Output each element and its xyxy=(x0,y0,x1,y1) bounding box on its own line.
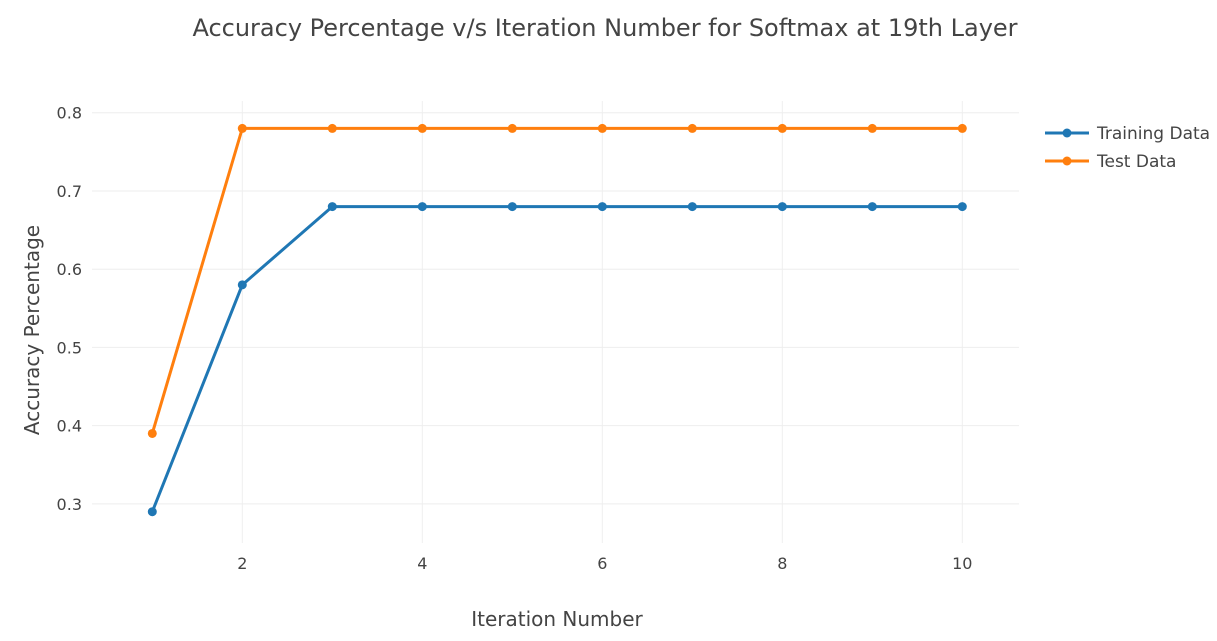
x-tick-label: 8 xyxy=(777,554,787,573)
x-tick-label: 4 xyxy=(417,554,427,573)
series-line xyxy=(150,126,963,434)
chart-title: Accuracy Percentage v/s Iteration Number… xyxy=(192,14,1017,42)
y-tick-label: 0.4 xyxy=(57,417,82,436)
data-point[interactable] xyxy=(957,123,967,133)
data-point[interactable] xyxy=(327,123,337,133)
y-tick-label: 0.3 xyxy=(57,495,82,514)
y-tick-label: 0.6 xyxy=(57,260,82,279)
data-point[interactable] xyxy=(507,123,517,133)
y-tick-label: 0.5 xyxy=(57,338,82,357)
data-point[interactable] xyxy=(147,507,157,517)
x-tick-label: 2 xyxy=(237,554,247,573)
data-point[interactable] xyxy=(777,202,787,212)
x-tick-label: 10 xyxy=(952,554,972,573)
data-point[interactable] xyxy=(327,202,337,212)
x-axis-title: Iteration Number xyxy=(471,607,643,631)
legend-swatch-marker xyxy=(1062,128,1072,138)
legend[interactable]: Training Data Test Data xyxy=(1045,124,1210,172)
data-point[interactable] xyxy=(687,123,697,133)
series-layer xyxy=(147,123,967,517)
series-line xyxy=(150,205,963,513)
data-point[interactable] xyxy=(507,202,517,212)
x-tick-label: 6 xyxy=(597,554,607,573)
y-tick-label: 0.7 xyxy=(57,182,82,201)
legend-label: Training Data xyxy=(1096,124,1210,144)
y-axis-ticks: 0.3 0.4 0.5 0.6 0.7 0.8 xyxy=(57,104,82,514)
x-axis-ticks: 2 4 6 8 10 xyxy=(237,554,972,573)
data-point[interactable] xyxy=(147,428,157,438)
data-point[interactable] xyxy=(597,202,607,212)
data-point[interactable] xyxy=(417,202,427,212)
y-axis-title: Accuracy Percentage xyxy=(20,225,44,435)
data-point[interactable] xyxy=(237,123,247,133)
y-tick-label: 0.8 xyxy=(57,104,82,123)
data-point[interactable] xyxy=(957,202,967,212)
data-point[interactable] xyxy=(597,123,607,133)
legend-swatch-marker xyxy=(1062,156,1072,166)
legend-item[interactable]: Training Data xyxy=(1045,124,1210,144)
y-gridlines xyxy=(92,112,1019,505)
data-point[interactable] xyxy=(417,123,427,133)
data-point[interactable] xyxy=(867,202,877,212)
data-point[interactable] xyxy=(867,123,877,133)
legend-label: Test Data xyxy=(1096,152,1176,172)
data-point[interactable] xyxy=(687,202,697,212)
x-gridlines xyxy=(241,101,963,543)
data-point[interactable] xyxy=(777,123,787,133)
legend-item[interactable]: Test Data xyxy=(1045,152,1176,172)
data-point[interactable] xyxy=(237,280,247,290)
